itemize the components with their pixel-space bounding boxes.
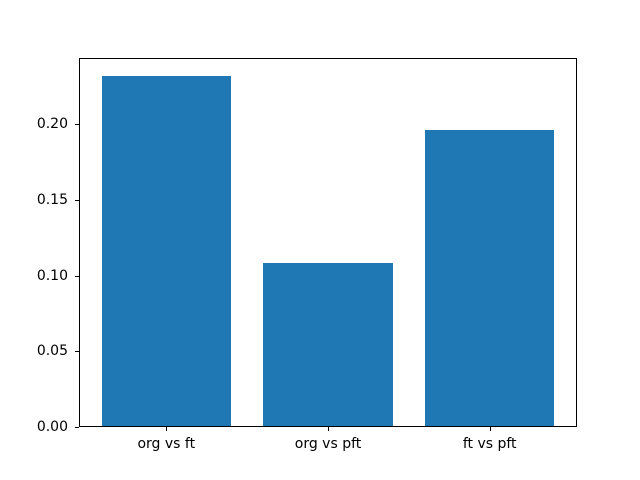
bar — [425, 130, 555, 426]
y-tick-label: 0.20 — [36, 116, 68, 132]
x-tick-label: org vs pft — [294, 436, 362, 452]
y-tick-mark — [75, 427, 79, 428]
bar — [101, 75, 231, 426]
x-tick-mark — [328, 427, 329, 431]
y-tick-label: 0.10 — [36, 267, 68, 284]
bar — [263, 263, 393, 426]
y-tick-mark — [75, 351, 79, 353]
y-tick-label: 0.15 — [36, 191, 68, 208]
x-tick-mark — [489, 427, 491, 431]
y-tick-label: 0.00 — [36, 419, 68, 435]
x-tick-label: ft vs pft — [462, 436, 517, 452]
y-tick-mark — [75, 199, 79, 201]
x-tick-mark — [166, 427, 168, 431]
y-tick-mark — [75, 124, 79, 125]
y-tick-mark — [75, 275, 79, 277]
y-tick-label: 0.05 — [36, 343, 68, 360]
x-tick-label: org vs ft — [137, 436, 196, 452]
